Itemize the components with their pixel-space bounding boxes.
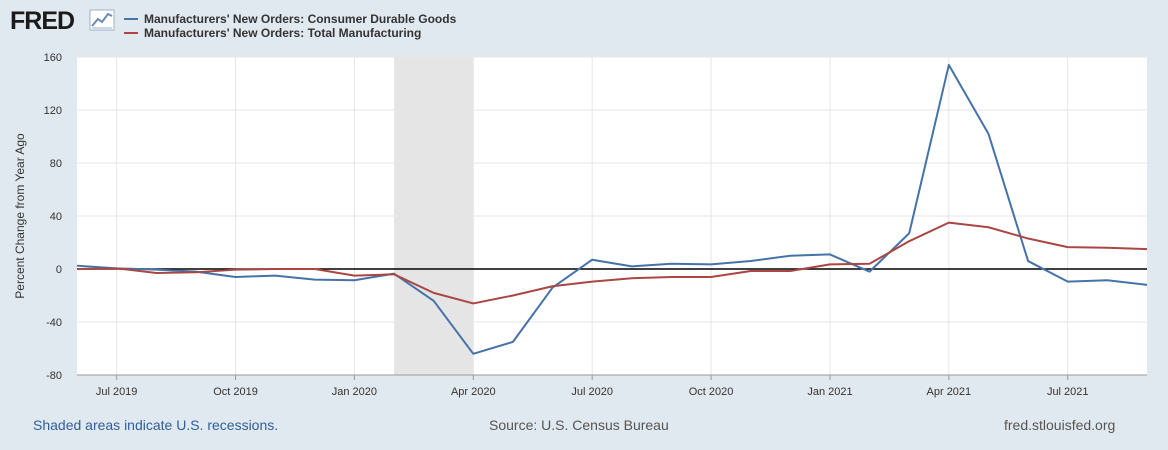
legend-label-consumer-durable: Manufacturers' New Orders: Consumer Dura…: [144, 12, 457, 26]
line-chart-icon: [89, 9, 115, 31]
fred-logo[interactable]: FRED: [10, 6, 120, 34]
y-tick-label: 80: [50, 158, 62, 170]
y-axis-ticks: -80 -40 0 40 80 120 160: [44, 52, 62, 382]
chart-legend: Manufacturers' New Orders: Consumer Dura…: [124, 12, 456, 40]
y-tick-label: -80: [46, 370, 62, 382]
series-layer: [76, 63, 1148, 355]
legend-swatch-total-manufacturing: [124, 32, 138, 34]
source-note: Source: U.S. Census Bureau: [489, 417, 669, 433]
y-tick-label: 160: [44, 52, 62, 64]
y-tick-label: -40: [46, 317, 62, 329]
y-tick-label: 120: [44, 105, 62, 117]
x-tick-label: Oct 2020: [689, 386, 734, 398]
legend-swatch-consumer-durable: [124, 18, 138, 20]
x-tick-label: Jul 2021: [1047, 386, 1089, 398]
legend-item-total-manufacturing[interactable]: Manufacturers' New Orders: Total Manufac…: [124, 26, 456, 40]
x-tick-label: Jan 2020: [332, 386, 377, 398]
line-chart[interactable]: -80 -40 0 40 80 120 160 Jul 2019 Oct 2019 Jan 20…: [0, 0, 1168, 410]
x-tick-label: Oct 2019: [213, 386, 258, 398]
fred-logo-text: FRED: [10, 7, 74, 34]
legend-item-consumer-durable[interactable]: Manufacturers' New Orders: Consumer Dura…: [124, 12, 456, 26]
y-tick-label: 40: [50, 211, 62, 223]
x-tick-label: Jul 2019: [96, 386, 138, 398]
legend-label-total-manufacturing: Manufacturers' New Orders: Total Manufac…: [144, 26, 422, 40]
x-tick-label: Jan 2021: [807, 386, 852, 398]
series-line-total-manufacturing[interactable]: [76, 221, 1148, 305]
x-tick-label: Jul 2020: [571, 386, 613, 398]
y-tick-label: 0: [56, 264, 62, 276]
recession-note[interactable]: Shaded areas indicate U.S. recessions.: [33, 417, 279, 433]
x-tick-label: Apr 2020: [451, 386, 496, 398]
y-axis-label: Percent Change from Year Ago: [13, 133, 27, 299]
series-line-consumer-durable[interactable]: [76, 63, 1148, 355]
x-axis-ticks: Jul 2019 Oct 2019 Jan 2020 Apr 2020 Jul 2020…: [77, 374, 1147, 398]
fred-url[interactable]: fred.stlouisfed.org: [1004, 417, 1116, 433]
x-tick-label: Apr 2021: [927, 386, 972, 398]
